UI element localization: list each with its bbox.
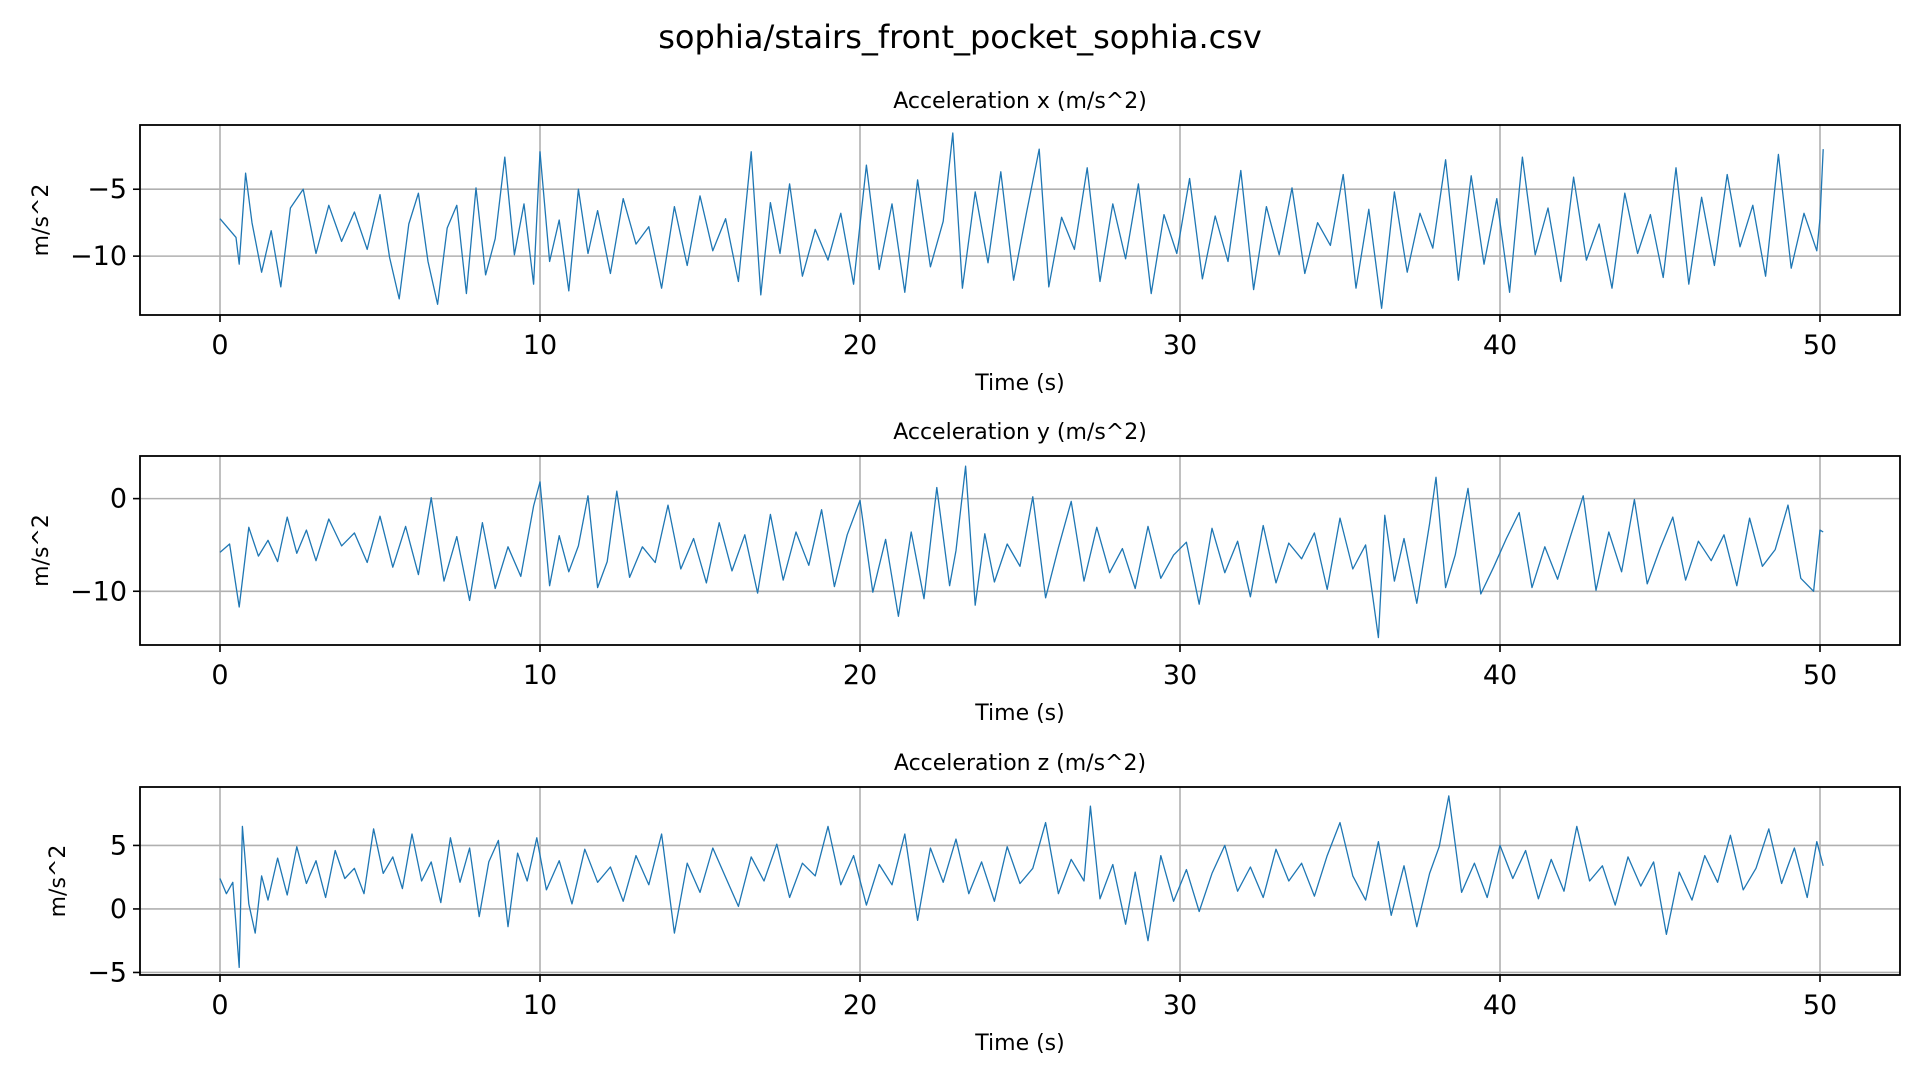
series-line <box>219 132 1824 309</box>
y-axis-label: m/s^2 <box>29 514 54 587</box>
x-tick-label: 40 <box>1483 660 1517 691</box>
series-line <box>219 795 1824 969</box>
x-tick-label: 40 <box>1483 990 1517 1021</box>
x-tick-label: 20 <box>843 990 877 1021</box>
panel-title: Acceleration y (m/s^2) <box>893 420 1147 445</box>
plot-frame <box>139 786 1901 976</box>
x-tick-label: 40 <box>1483 330 1517 361</box>
panel-title: Acceleration z (m/s^2) <box>894 751 1146 776</box>
x-tick-label: 30 <box>1163 330 1197 361</box>
x-tick-label: 10 <box>523 660 557 691</box>
x-tick-label: 10 <box>523 990 557 1021</box>
figure-title: sophia/stairs_front_pocket_sophia.csv <box>658 18 1262 56</box>
x-tick-label: 10 <box>523 330 557 361</box>
x-axis-label: Time (s) <box>974 1031 1064 1056</box>
x-tick-label: 50 <box>1803 990 1837 1021</box>
x-axis-label: Time (s) <box>974 701 1064 726</box>
x-tick-label: 50 <box>1803 330 1837 361</box>
x-axis-label: Time (s) <box>974 371 1064 396</box>
ticks: 0 10 20 30 40 50 −5 −10 <box>70 174 1837 361</box>
y-tick-label: 0 <box>110 484 127 515</box>
x-tick-label: 0 <box>211 990 228 1021</box>
panel-acceleration-x: Acceleration x (m/s^2) 0 10 20 30 40 50−5−10 … <box>29 89 1901 396</box>
x-tick-label: 20 <box>843 660 877 691</box>
grid <box>140 456 1900 645</box>
panel-title: Acceleration x (m/s^2) <box>893 89 1147 114</box>
x-tick-label: 0 <box>211 330 228 361</box>
series-line-layer <box>219 465 1824 639</box>
y-axis-label: m/s^2 <box>29 184 54 257</box>
series-line-layer <box>219 795 1824 969</box>
y-tick-label: −10 <box>70 576 127 607</box>
y-axis-label: m/s^2 <box>46 845 71 918</box>
y-tick-label: −10 <box>70 241 127 272</box>
series-line <box>219 465 1824 639</box>
y-tick-label: −5 <box>87 957 127 988</box>
x-tick-label: 30 <box>1163 990 1197 1021</box>
panel-acceleration-y: Acceleration y (m/s^2) 0 10 20 30 40 50 0 −10 T… <box>29 420 1901 726</box>
x-tick-label: 30 <box>1163 660 1197 691</box>
x-tick-label: 0 <box>211 660 228 691</box>
x-tick-label: 20 <box>843 330 877 361</box>
grid <box>140 787 1900 975</box>
y-tick-label: 5 <box>110 830 127 861</box>
plot-frame <box>139 455 1901 646</box>
x-tick-label: 50 <box>1803 660 1837 691</box>
y-tick-label: 0 <box>110 894 127 925</box>
series-line-layer <box>219 132 1824 309</box>
ticks: 0 10 20 30 40 50 0 −10 <box>70 484 1837 691</box>
plot-frame <box>139 124 1901 316</box>
y-tick-label: −5 <box>87 174 127 205</box>
